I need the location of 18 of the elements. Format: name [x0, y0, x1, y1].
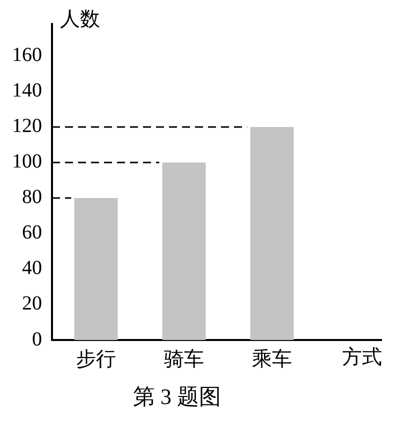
bar	[162, 162, 206, 340]
y-tick-label: 60	[22, 222, 42, 244]
x-tick-label: 乘车	[252, 348, 292, 370]
y-tick-label: 100	[12, 150, 42, 173]
text: 第 3 题图	[132, 383, 222, 411]
bar	[250, 126, 294, 340]
bar	[74, 198, 118, 340]
y-tick-label: 80	[22, 186, 42, 208]
y-tick-label: 120	[12, 115, 42, 138]
y-axis-title: 人数	[60, 8, 100, 30]
y-tick-label: 40	[22, 257, 42, 280]
x-tick-label: 步行	[76, 348, 116, 370]
x-tick-label: 骑车	[164, 348, 204, 370]
y-tick-label: 0	[32, 328, 42, 350]
y-tick-label: 20	[22, 292, 42, 315]
y-tick-label: 160	[12, 44, 42, 66]
x-axis-title: 方式	[342, 345, 382, 368]
y-tick-label: 140	[12, 80, 42, 102]
